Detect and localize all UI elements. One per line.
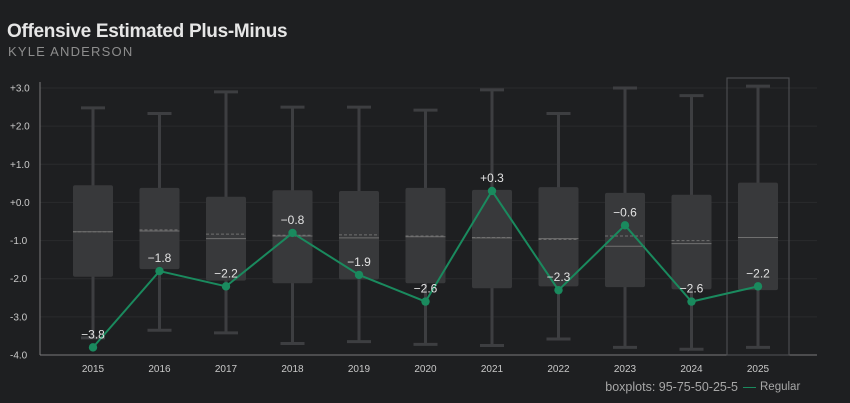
boxplot-2022 xyxy=(538,112,579,341)
x-tick-label: 2018 xyxy=(281,364,304,375)
box-iqr xyxy=(671,194,712,290)
data-label: −0.6 xyxy=(613,205,637,219)
chart-title: Offensive Estimated Plus-Minus xyxy=(7,21,288,42)
y-tick-label: +2.0 xyxy=(10,122,30,133)
data-point xyxy=(554,285,563,295)
data-label: −0.8 xyxy=(281,213,305,227)
data-label: −1.8 xyxy=(148,251,172,265)
highlight-frame xyxy=(726,77,790,356)
box-iqr xyxy=(472,189,512,289)
data-label: −2.6 xyxy=(680,282,704,296)
y-tick-label: -1.0 xyxy=(10,236,28,247)
data-point xyxy=(620,221,630,230)
y-tick-label: +1.0 xyxy=(10,160,30,171)
data-label: −1.9 xyxy=(347,255,371,269)
x-tick-label: 2023 xyxy=(614,364,637,375)
data-point xyxy=(221,282,231,291)
x-tick-label: 2022 xyxy=(547,364,570,375)
data-label: −2.6 xyxy=(414,282,438,296)
data-point xyxy=(753,282,763,291)
box-iqr xyxy=(605,192,645,288)
data-label: +0.3 xyxy=(480,171,504,185)
x-tick-label: 2017 xyxy=(215,364,238,375)
boxplot-2023 xyxy=(605,86,645,349)
boxplot-2016 xyxy=(139,112,180,332)
y-tick-label: -2.0 xyxy=(10,274,28,285)
data-label: −3.8 xyxy=(81,327,105,341)
x-tick-label: 2025 xyxy=(747,364,770,375)
chart-legend[interactable]: Regular xyxy=(743,381,800,393)
boxplot-2019 xyxy=(339,105,379,344)
box-iqr xyxy=(139,187,180,270)
data-label: −2.2 xyxy=(746,266,770,280)
data-point xyxy=(421,297,430,306)
y-tick-label: +0.0 xyxy=(10,198,30,209)
y-tick-label: -3.0 xyxy=(10,312,28,323)
boxplot-2024 xyxy=(671,94,712,351)
boxplot-2021 xyxy=(472,88,512,347)
data-point xyxy=(88,343,98,352)
y-tick-label: +3.0 xyxy=(10,84,30,95)
data-point xyxy=(487,186,497,196)
data-point xyxy=(155,266,164,276)
y-tick-label: -4.0 xyxy=(10,351,28,362)
chart-subtitle: KYLE ANDERSON xyxy=(8,44,134,59)
x-tick-label: 2019 xyxy=(348,364,371,375)
data-label: −2.2 xyxy=(214,266,238,280)
boxplot-2025 xyxy=(738,84,778,349)
boxplot-2020 xyxy=(405,108,446,346)
x-tick-label: 2015 xyxy=(82,364,105,375)
x-tick-label: 2021 xyxy=(481,364,504,375)
data-point xyxy=(288,228,297,238)
boxplot-2015 xyxy=(73,106,113,340)
boxplot-2017 xyxy=(206,90,246,335)
box-iqr xyxy=(738,182,778,291)
box-iqr xyxy=(73,185,113,277)
x-tick-label: 2016 xyxy=(148,364,171,375)
x-tick-label: 2020 xyxy=(414,364,437,375)
x-tick-label: 2024 xyxy=(680,364,703,375)
boxplot-note: boxplots: 95-75-50-25-5 xyxy=(605,380,738,394)
data-point xyxy=(354,270,364,280)
data-point xyxy=(687,297,696,306)
legend-swatch xyxy=(743,386,756,388)
data-label: −2.3 xyxy=(547,270,571,284)
legend-label: Regular xyxy=(760,381,801,393)
box-iqr xyxy=(538,187,579,287)
